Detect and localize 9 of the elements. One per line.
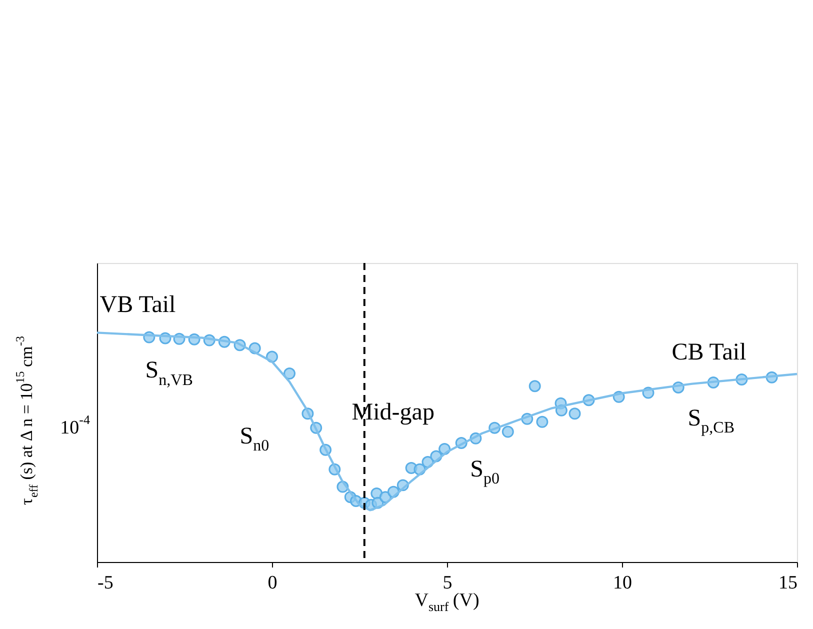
- x-tick-label: 15: [778, 572, 798, 594]
- text: VB Tail: [100, 292, 176, 318]
- annotation: Mid-gap: [352, 400, 434, 426]
- x-tick-label: 10: [613, 572, 632, 594]
- y-axis-title: τeff (s) at Δ n = 1015 cm-3: [12, 336, 40, 506]
- x-tick-label: 5: [442, 572, 452, 594]
- x-tick-label: -5: [98, 572, 114, 594]
- x-tick-label: 0: [268, 572, 278, 594]
- annotation: CB Tail: [672, 340, 747, 366]
